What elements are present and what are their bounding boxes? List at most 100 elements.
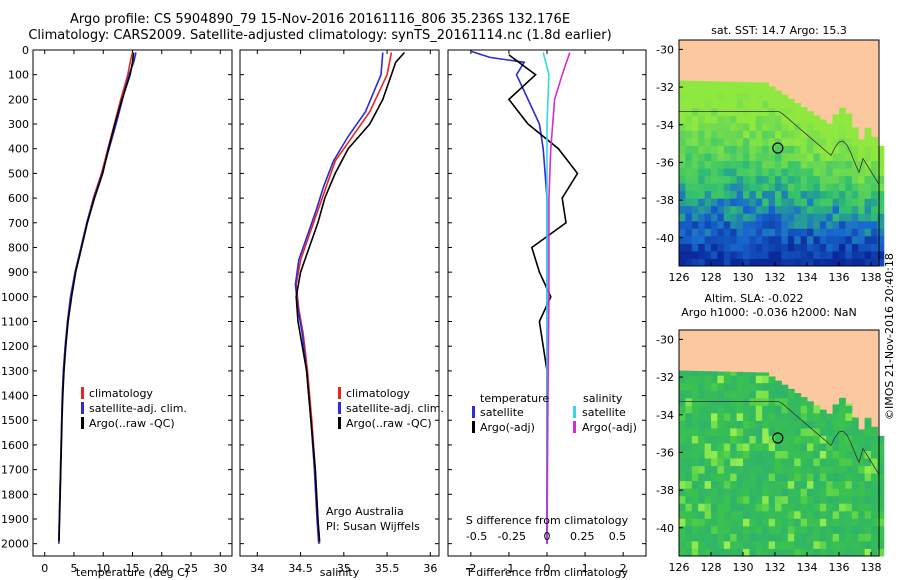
map-cell xyxy=(781,488,789,497)
map-cell xyxy=(781,405,789,414)
map-cell xyxy=(877,213,885,222)
map-cell xyxy=(730,145,738,154)
map-cell xyxy=(743,100,750,109)
map-cell xyxy=(736,540,744,549)
map-cell xyxy=(755,153,763,161)
map-cell xyxy=(781,397,789,406)
map-cell xyxy=(698,137,706,146)
map-cell xyxy=(807,473,814,482)
map-cell xyxy=(826,503,834,512)
map-cell xyxy=(832,198,840,207)
map-cell xyxy=(839,405,846,414)
map-cell xyxy=(762,465,770,474)
map-cell xyxy=(698,198,706,207)
map-cell xyxy=(730,375,738,384)
map-cell xyxy=(730,235,738,244)
map-cell xyxy=(794,533,802,542)
map-cell xyxy=(723,495,731,504)
map-cell xyxy=(775,122,782,131)
map-cell xyxy=(826,213,834,222)
map-cell xyxy=(691,450,699,459)
map-cell xyxy=(839,243,846,252)
map-cell xyxy=(787,435,795,444)
map-cell xyxy=(755,375,763,384)
map-cell xyxy=(711,100,718,109)
map-cell xyxy=(762,160,770,169)
map-cell xyxy=(819,145,827,154)
map-cell xyxy=(736,115,744,124)
map-cell xyxy=(685,190,693,199)
map-cell xyxy=(864,427,872,436)
map-cell xyxy=(877,228,885,237)
map-cell xyxy=(832,213,840,222)
map-cell xyxy=(698,450,706,459)
map-cell xyxy=(775,533,782,542)
map-cell xyxy=(730,371,738,376)
map-cell xyxy=(717,458,725,467)
map-cell xyxy=(717,427,725,436)
map-cell xyxy=(711,190,718,199)
map-cell xyxy=(794,503,802,512)
map-cell xyxy=(807,168,814,177)
map-cell xyxy=(877,510,885,519)
annotation: Argo Australia xyxy=(326,505,404,518)
map-cell xyxy=(691,235,699,244)
map-cell xyxy=(775,518,782,527)
map-cell xyxy=(813,503,821,512)
map-cell xyxy=(851,198,859,207)
map-cell xyxy=(704,213,712,222)
map-cell xyxy=(800,495,808,504)
map-cell xyxy=(832,137,840,146)
map-cell xyxy=(800,420,808,429)
map-cell xyxy=(819,213,827,222)
map-cell xyxy=(787,480,795,489)
map-cell xyxy=(704,473,712,482)
map-cell xyxy=(839,220,846,229)
map-cell xyxy=(794,435,802,444)
map-cell xyxy=(762,510,770,519)
map-cell xyxy=(736,205,744,214)
map-cell xyxy=(762,205,770,214)
map-cell xyxy=(762,258,770,267)
map-cell xyxy=(858,435,866,444)
legend-swatch xyxy=(81,402,84,414)
map-cell xyxy=(691,458,699,467)
map-cell xyxy=(851,168,859,177)
map-cell xyxy=(800,183,808,192)
map-cell xyxy=(781,122,789,131)
map-cell xyxy=(736,137,744,146)
map-cell xyxy=(685,175,693,184)
map-cell xyxy=(826,413,834,421)
legend-label: climatology xyxy=(346,387,410,400)
map-cell xyxy=(819,198,827,207)
legend-swatch xyxy=(81,417,84,429)
map-cell xyxy=(749,100,757,109)
map-cell xyxy=(730,81,738,86)
map-cell xyxy=(787,548,795,557)
map-cell xyxy=(679,540,686,549)
map-cell xyxy=(685,540,693,549)
map-cell xyxy=(832,488,840,497)
map-cell xyxy=(723,405,731,414)
map-cell xyxy=(698,228,706,237)
map-cell xyxy=(781,450,789,459)
map-cell xyxy=(698,115,706,124)
map-cell xyxy=(691,503,699,512)
map-cell xyxy=(755,205,763,214)
map-cell xyxy=(781,503,789,512)
map-cell xyxy=(762,198,770,207)
map-cell xyxy=(704,435,712,444)
map-cell xyxy=(736,198,744,207)
map-cell xyxy=(775,450,782,459)
map-cell xyxy=(787,243,795,252)
map-cell xyxy=(787,205,795,214)
map-cell xyxy=(800,228,808,237)
y-tick-label: 300 xyxy=(8,118,29,131)
map-cell xyxy=(839,540,846,549)
map-cell xyxy=(775,198,782,207)
map-cell xyxy=(787,458,795,467)
map-cell xyxy=(877,480,885,489)
map-cell xyxy=(698,81,706,86)
map-cell xyxy=(871,495,878,504)
map-cell xyxy=(711,412,718,421)
